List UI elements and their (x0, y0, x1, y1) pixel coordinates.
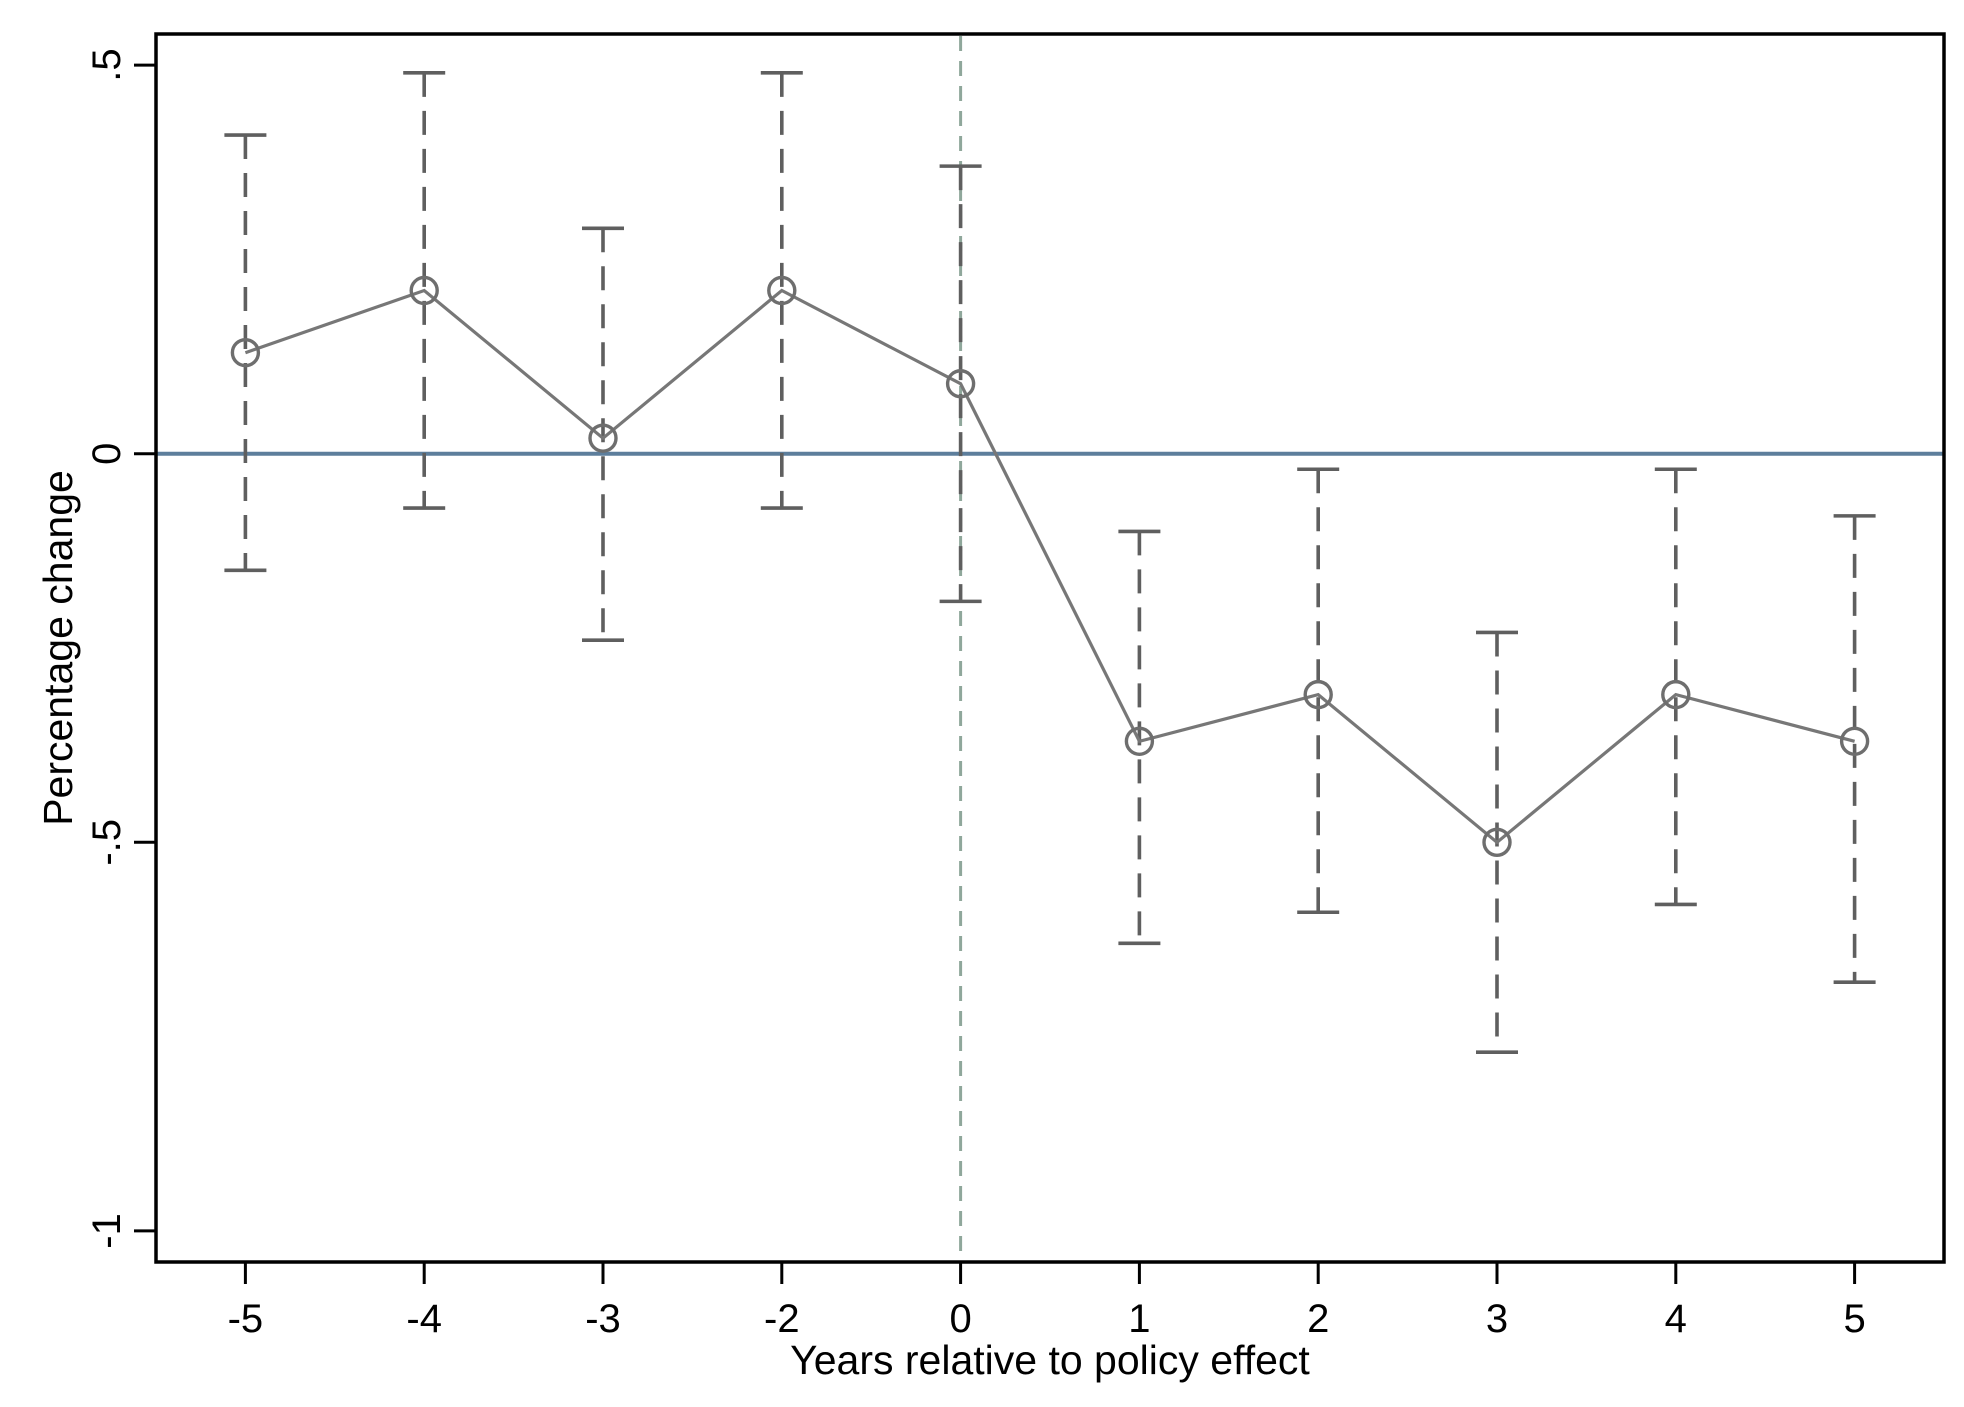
x-tick-label: 3 (1486, 1297, 1508, 1341)
x-tick-label: -3 (585, 1297, 621, 1341)
estimate-line (244, 288, 1856, 845)
data-layer (224, 71, 1876, 1054)
x-tick-label: -2 (764, 1297, 800, 1341)
estimate-marker (945, 369, 976, 399)
plot-border (154, 32, 1946, 1264)
y-tick-label: .5 (85, 48, 129, 81)
plot-background (156, 34, 1944, 1262)
y-tick-label: 0 (85, 443, 129, 465)
estimate-marker (1661, 679, 1691, 710)
x-tick-label: -5 (228, 1297, 264, 1341)
y-axis-title: Percentage change (35, 470, 81, 826)
estimate-marker (230, 337, 261, 368)
x-tick-label: 0 (949, 1297, 971, 1341)
estimate-marker (1303, 679, 1333, 710)
x-tick-label: 2 (1307, 1297, 1329, 1341)
x-axis-title: Years relative to policy effect (790, 1337, 1310, 1383)
estimate-marker (1482, 827, 1512, 858)
y-tick-label: -1 (85, 1213, 129, 1249)
axes-layer: .5 0 -.5 -1 -5 -4 -3 -2 0 1 2 3 4 5 (85, 32, 1946, 1341)
x-tick-label: 1 (1128, 1297, 1150, 1341)
x-tick-label: 4 (1665, 1297, 1687, 1341)
estimate-marker (1124, 726, 1155, 756)
x-tick-label: -4 (406, 1297, 442, 1341)
estimate-marker (1839, 726, 1870, 756)
y-tick-label: -.5 (85, 819, 129, 866)
estimate-marker (767, 275, 797, 306)
estimate-marker (409, 275, 439, 306)
estimate-marker (588, 423, 618, 453)
plot-area-layer (156, 34, 1944, 1262)
x-tick-label: 5 (1843, 1297, 1865, 1341)
